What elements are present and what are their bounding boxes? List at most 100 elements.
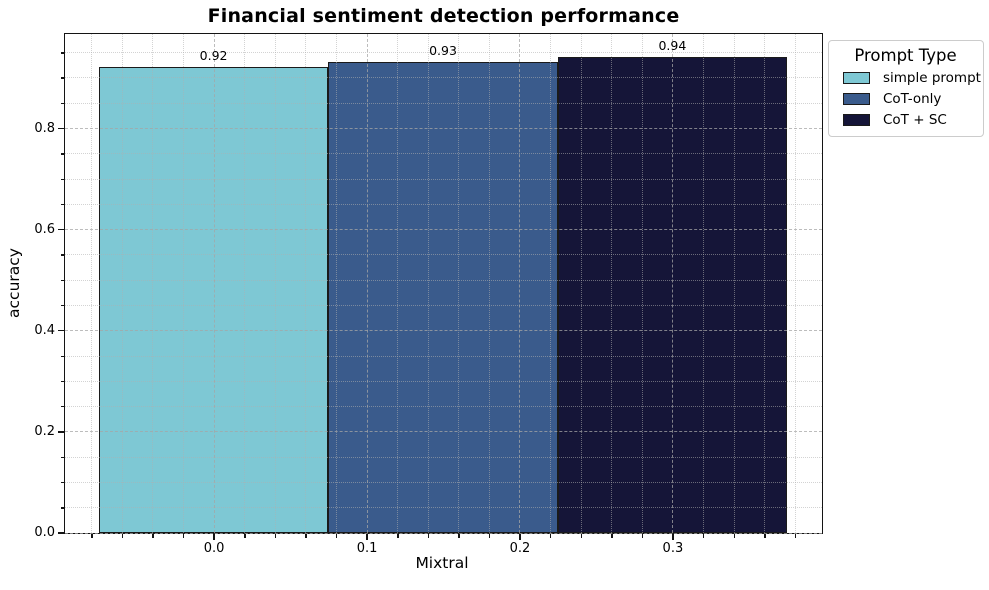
y-minor-gridline	[64, 406, 822, 408]
chart-title: Financial sentiment detection performanc…	[207, 5, 680, 27]
y-tick-label: 0.8	[34, 120, 55, 136]
x-major-gridline	[672, 33, 674, 533]
x-tick-label: 0.1	[356, 541, 378, 556]
x-minor-tick	[733, 534, 735, 538]
x-minor-tick	[794, 534, 797, 538]
y-tick-label: 0.6	[34, 221, 55, 237]
y-minor-gridline	[64, 203, 822, 205]
x-minor-tick	[91, 534, 93, 538]
bar-value-label: 0.93	[429, 43, 457, 59]
legend-swatch	[843, 114, 870, 126]
x-minor-gridline	[274, 33, 276, 533]
x-minor-tick	[335, 534, 338, 538]
legend-item: CoT-only	[836, 91, 975, 107]
y-major-gridline	[64, 330, 822, 332]
legend-swatch	[843, 72, 870, 84]
y-minor-tick	[60, 203, 64, 206]
x-minor-gridline	[335, 33, 337, 533]
y-tick-label: 0.0	[34, 525, 55, 540]
y-major-tick	[58, 330, 64, 332]
y-minor-gridline	[64, 77, 822, 79]
x-minor-gridline	[488, 33, 490, 533]
y-minor-gridline	[64, 52, 822, 54]
y-minor-tick	[60, 178, 64, 180]
x-minor-gridline	[397, 33, 399, 533]
x-minor-tick	[764, 534, 766, 538]
x-minor-tick	[274, 534, 277, 538]
y-minor-gridline	[64, 178, 822, 180]
x-minor-tick	[641, 534, 644, 538]
x-minor-gridline	[580, 33, 582, 533]
x-minor-tick	[580, 534, 583, 538]
x-major-tick	[213, 534, 215, 540]
x-minor-gridline	[733, 33, 735, 533]
y-tick-label: 0.2	[34, 423, 55, 439]
y-major-gridline	[64, 229, 822, 231]
y-minor-tick	[60, 77, 64, 79]
bar-cot-only	[328, 62, 558, 533]
bar-value-label: 0.92	[199, 48, 228, 64]
x-tick-label: 0.3	[662, 541, 684, 556]
x-minor-tick	[427, 534, 430, 538]
x-minor-tick	[611, 534, 613, 538]
bar-value-label: 0.94	[658, 38, 687, 54]
legend-item-label: CoT + SC	[883, 112, 947, 128]
x-minor-gridline	[244, 33, 246, 533]
x-minor-gridline	[702, 33, 704, 533]
y-minor-gridline	[64, 507, 822, 509]
x-minor-tick	[121, 534, 124, 538]
legend-title: Prompt Type	[854, 46, 957, 65]
x-minor-gridline	[641, 33, 643, 533]
y-major-gridline	[64, 128, 822, 130]
legend-swatch	[843, 93, 870, 105]
x-minor-tick	[305, 534, 307, 538]
y-minor-tick	[60, 279, 64, 282]
x-minor-tick	[458, 534, 460, 538]
y-minor-tick	[60, 355, 64, 357]
y-minor-tick	[60, 102, 64, 105]
x-minor-gridline	[183, 33, 185, 533]
y-minor-tick	[60, 507, 64, 509]
x-minor-gridline	[458, 33, 460, 533]
y-minor-gridline	[64, 481, 822, 483]
x-minor-gridline	[305, 33, 307, 533]
y-minor-tick	[60, 380, 64, 383]
y-minor-gridline	[64, 254, 822, 256]
x-minor-gridline	[764, 33, 766, 533]
y-minor-tick	[60, 153, 64, 155]
x-minor-gridline	[152, 33, 154, 533]
y-minor-tick	[60, 254, 64, 256]
y-minor-gridline	[64, 153, 822, 155]
x-major-gridline	[213, 33, 215, 533]
y-minor-tick	[60, 52, 64, 54]
x-minor-gridline	[91, 33, 93, 533]
legend-item: simple prompt	[836, 70, 981, 86]
y-major-gridline	[64, 532, 822, 534]
x-axis-label: Mixtral	[415, 554, 469, 572]
y-minor-tick	[60, 304, 64, 307]
y-minor-tick	[60, 406, 64, 408]
x-minor-tick	[702, 534, 705, 538]
y-axis-label: accuracy	[5, 248, 23, 318]
x-tick-label: 0.0	[203, 541, 225, 556]
y-minor-gridline	[64, 102, 822, 104]
y-major-tick	[58, 228, 64, 231]
y-major-tick	[58, 532, 64, 534]
x-major-gridline	[519, 33, 521, 533]
x-major-tick	[366, 534, 368, 540]
x-minor-gridline	[427, 33, 429, 533]
x-minor-tick	[397, 534, 399, 538]
legend-item-label: simple prompt	[883, 70, 981, 86]
y-major-tick	[58, 431, 64, 433]
x-minor-tick	[244, 534, 246, 538]
y-minor-tick	[60, 456, 64, 459]
y-minor-gridline	[64, 304, 822, 306]
y-major-gridline	[64, 431, 822, 433]
y-minor-tick	[60, 481, 64, 484]
x-minor-gridline	[794, 33, 796, 533]
x-minor-tick	[550, 534, 552, 538]
y-minor-gridline	[64, 279, 822, 281]
x-major-tick	[519, 534, 521, 540]
x-minor-tick	[183, 534, 185, 538]
